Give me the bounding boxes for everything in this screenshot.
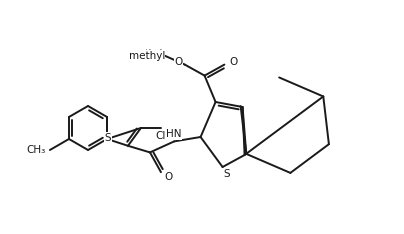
Text: O: O	[175, 57, 183, 67]
Text: methyl: methyl	[131, 49, 162, 58]
Text: S: S	[223, 169, 230, 179]
Text: CH₃: CH₃	[27, 145, 46, 155]
Text: HN: HN	[166, 129, 182, 139]
Text: S: S	[105, 133, 112, 143]
Text: methyl: methyl	[128, 51, 165, 61]
Text: O: O	[164, 172, 172, 182]
Text: Cl: Cl	[156, 131, 166, 141]
Text: O: O	[229, 57, 238, 67]
